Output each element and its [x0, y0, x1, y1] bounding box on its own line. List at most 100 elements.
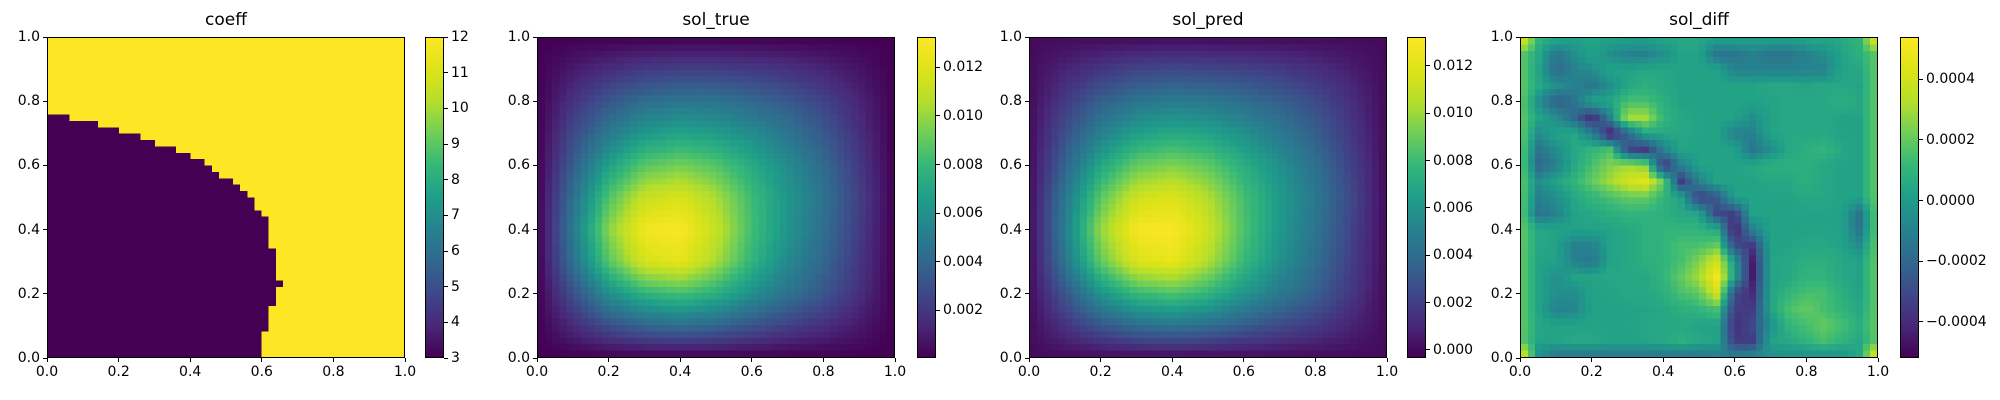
- colorbar-tick-label: 0.008: [943, 156, 984, 173]
- x-tick-label: 0.0: [1508, 364, 1532, 380]
- colorbar-tick-label: −0.0002: [1926, 253, 1987, 270]
- y-tick-label: 0.0: [999, 350, 1022, 366]
- y-tick-mark: [1516, 36, 1520, 38]
- x-tick-mark: [1734, 358, 1736, 362]
- colorbar-tick-mark: [444, 286, 448, 288]
- colorbar-tick-label: 4: [451, 314, 460, 331]
- x-tick-mark: [261, 358, 263, 362]
- y-tick-mark: [43, 229, 47, 231]
- x-tick-mark: [332, 358, 334, 362]
- colorbar-tick-label: −0.0004: [1926, 313, 1987, 330]
- x-tick-label: 0.4: [1161, 364, 1184, 380]
- y-tick-label: 0.4: [507, 221, 530, 238]
- x-tick-mark: [404, 358, 406, 362]
- colorbar-tick-mark: [444, 143, 448, 145]
- colorbar-tick-label: 0.0004: [1926, 71, 1975, 88]
- y-tick-label: 0.6: [1490, 157, 1513, 174]
- colorbar-tick-mark: [1426, 254, 1430, 256]
- colorbar-tick-mark: [1919, 200, 1923, 202]
- x-tick-label: 0.8: [1304, 364, 1327, 380]
- x-tick-label: 0.0: [35, 364, 59, 380]
- sol-pred-colorbar-gradient: [1408, 38, 1425, 357]
- colorbar-tick-mark: [444, 321, 448, 323]
- x-tick-label: 0.6: [1723, 364, 1746, 380]
- x-tick-label: 0.2: [597, 364, 620, 380]
- colorbar-tick-label: 0.004: [943, 253, 984, 270]
- x-tick-mark: [679, 358, 681, 362]
- colorbar-tick-label: 0.004: [1433, 247, 1474, 264]
- colorbar-tick-mark: [1426, 65, 1430, 67]
- y-tick-label: 0.8: [17, 93, 40, 110]
- colorbar-tick-label: 0.0002: [1926, 131, 1975, 148]
- y-tick-mark: [43, 357, 47, 359]
- colorbar-tick-mark: [1426, 302, 1430, 304]
- x-tick-label: 0.6: [740, 364, 763, 380]
- colorbar-tick-label: 0.002: [1433, 294, 1474, 311]
- colorbar-tick-mark: [444, 36, 448, 38]
- x-tick-mark: [118, 358, 120, 362]
- x-tick-label: 1.0: [1375, 364, 1399, 380]
- colorbar-tick-mark: [1919, 139, 1923, 141]
- sol-diff-heatmap-canvas: [1521, 38, 1877, 357]
- colorbar-tick-mark: [1919, 321, 1923, 323]
- colorbar-tick-label: 0.000: [1433, 341, 1474, 358]
- y-tick-mark: [1025, 357, 1029, 359]
- colorbar-tick-mark: [444, 214, 448, 216]
- y-tick-label: 1.0: [507, 29, 530, 45]
- sol-pred-heatmap-axes: [1029, 37, 1387, 358]
- y-tick-label: 0.4: [1490, 221, 1513, 238]
- x-tick-label: 1.0: [393, 364, 417, 380]
- colorbar-tick-mark: [444, 72, 448, 74]
- y-tick-mark: [533, 357, 537, 359]
- colorbar-tick-label: 8: [451, 171, 460, 188]
- y-tick-label: 0.6: [17, 157, 40, 174]
- colorbar-tick-label: 11: [451, 64, 469, 81]
- colorbar-tick-label: 0.012: [943, 59, 984, 76]
- colorbar-tick-mark: [444, 250, 448, 252]
- x-tick-label: 0.2: [1580, 364, 1603, 380]
- x-tick-label: 0.8: [812, 364, 835, 380]
- y-tick-mark: [1516, 357, 1520, 359]
- colorbar-tick-label: 0.012: [1433, 57, 1474, 74]
- y-tick-mark: [533, 36, 537, 38]
- sol-diff-colorbar: [1900, 37, 1919, 358]
- x-tick-label: 0.0: [525, 364, 549, 380]
- y-tick-mark: [43, 36, 47, 38]
- x-tick-mark: [1519, 358, 1521, 362]
- y-tick-mark: [1516, 229, 1520, 231]
- colorbar-tick-mark: [1426, 160, 1430, 162]
- colorbar-tick-label: 10: [451, 100, 469, 117]
- y-tick-label: 1.0: [999, 29, 1022, 45]
- x-tick-label: 0.2: [1089, 364, 1112, 380]
- y-tick-mark: [1025, 293, 1029, 295]
- y-tick-mark: [1025, 36, 1029, 38]
- coeff-colorbar-gradient: [426, 38, 443, 357]
- x-tick-label: 0.6: [250, 364, 273, 380]
- y-tick-mark: [1516, 293, 1520, 295]
- x-tick-label: 1.0: [883, 364, 907, 380]
- y-tick-label: 0.2: [17, 285, 40, 302]
- coeff-heatmap-canvas: [48, 38, 404, 357]
- x-tick-label: 0.8: [1795, 364, 1818, 380]
- x-tick-mark: [1591, 358, 1593, 362]
- x-tick-mark: [1314, 358, 1316, 362]
- colorbar-tick-mark: [1426, 207, 1430, 209]
- x-tick-label: 1.0: [1866, 364, 1890, 380]
- colorbar-tick-mark: [936, 66, 940, 68]
- colorbar-tick-label: 0.010: [1433, 105, 1474, 122]
- x-tick-mark: [751, 358, 753, 362]
- y-tick-mark: [533, 229, 537, 231]
- y-tick-label: 0.8: [1490, 93, 1513, 110]
- sol-true-colorbar-gradient: [918, 38, 935, 357]
- colorbar-tick-label: 7: [451, 207, 460, 224]
- colorbar-tick-mark: [1426, 349, 1430, 351]
- colorbar-tick-label: 3: [451, 350, 460, 366]
- y-tick-label: 0.0: [507, 350, 530, 366]
- x-tick-mark: [1171, 358, 1173, 362]
- colorbar-tick-mark: [1919, 260, 1923, 262]
- y-tick-label: 0.0: [17, 350, 40, 366]
- x-tick-mark: [1805, 358, 1807, 362]
- y-tick-mark: [1516, 164, 1520, 166]
- y-tick-mark: [1025, 164, 1029, 166]
